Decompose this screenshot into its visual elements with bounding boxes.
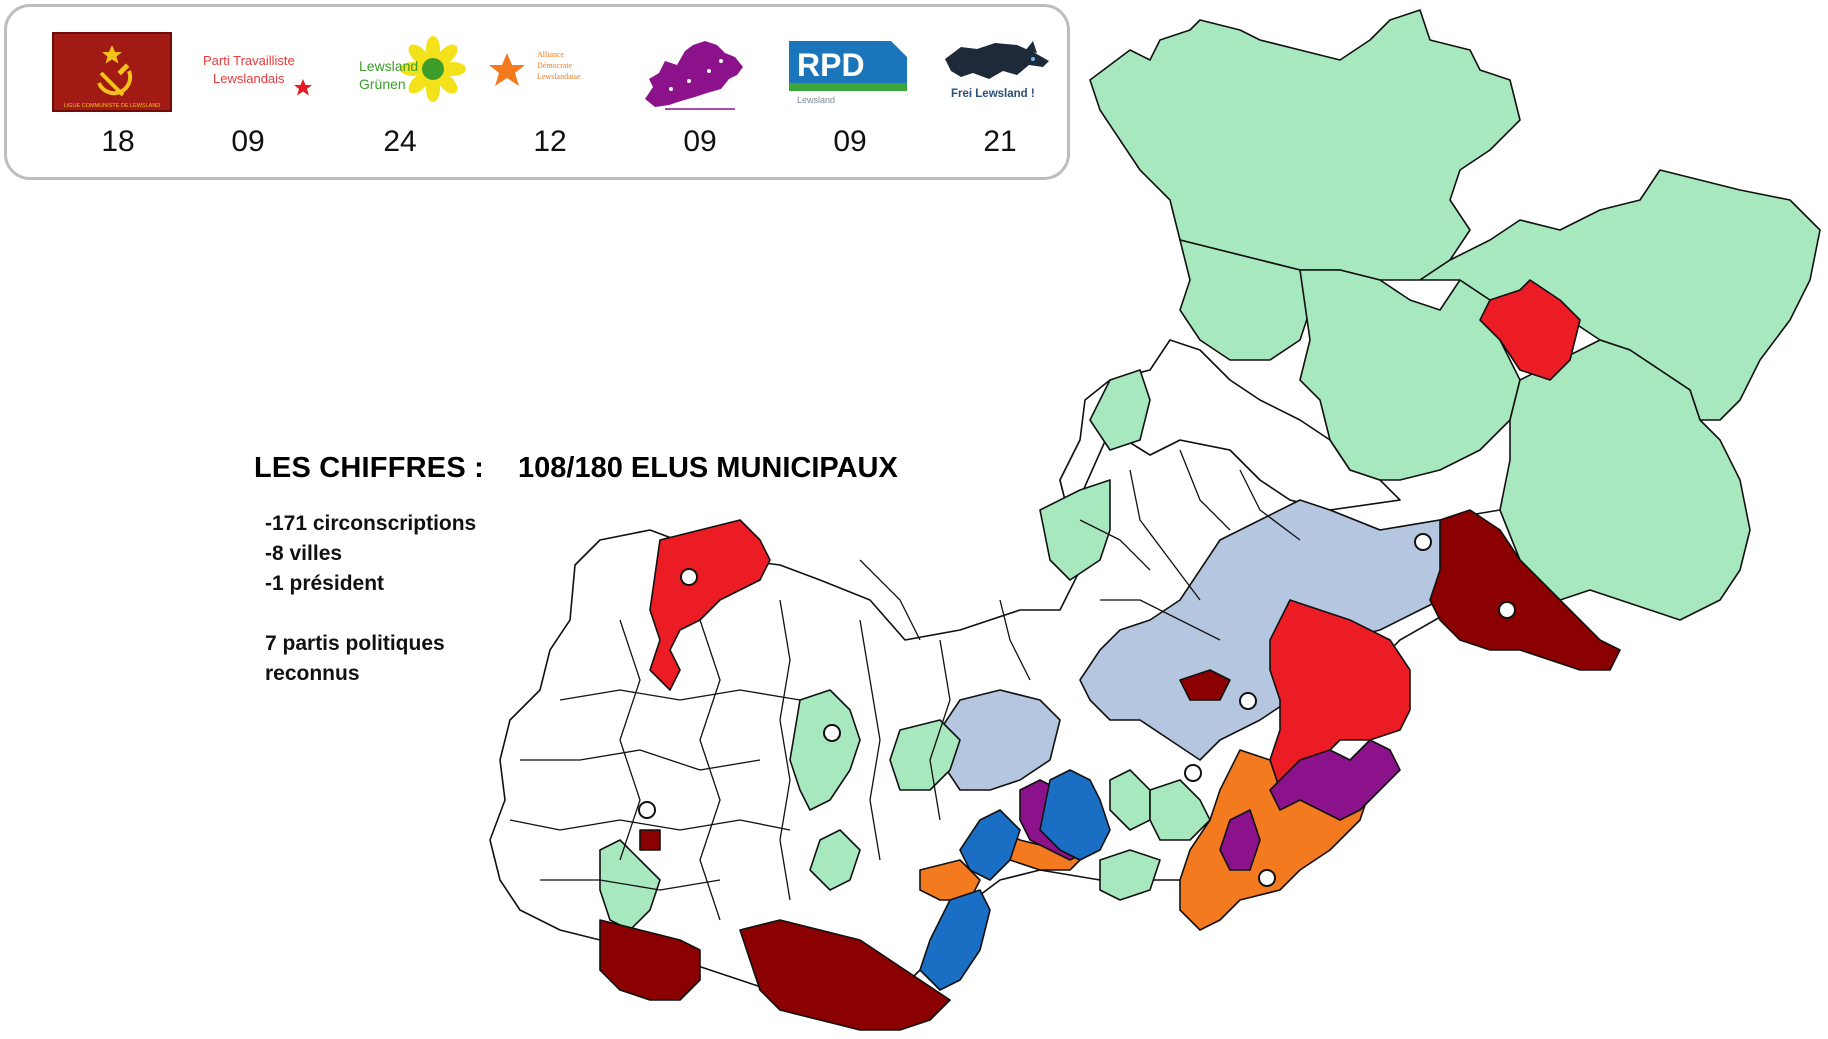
greens-logo-line1: Lewsland bbox=[359, 58, 418, 74]
constituency-greens bbox=[1039, 479, 1111, 581]
alliance-logo-line3: Lewslandaise bbox=[537, 72, 581, 81]
constituency-greens bbox=[1149, 779, 1211, 841]
city-marker bbox=[1414, 533, 1432, 551]
constituency-communist bbox=[739, 919, 951, 1031]
stat-circonscriptions: -171 circonscriptions bbox=[265, 512, 477, 535]
alliance-logo-line1: Alliance bbox=[537, 50, 565, 59]
constituency-border bbox=[1079, 519, 1151, 571]
constituency-border bbox=[520, 749, 761, 771]
svg-text:Parti Travailliste Lew: Parti Travailliste Lewslandais bbox=[203, 53, 298, 86]
party-communist: LIGUE COMMUNISTE DE LEWSLAND 18 bbox=[43, 27, 193, 177]
constituency-greens bbox=[809, 829, 861, 891]
seats-alliance: 12 bbox=[533, 125, 567, 158]
city-marker bbox=[638, 801, 656, 819]
stat-partis: 7 partis politiques bbox=[265, 632, 445, 655]
constituency-frei bbox=[959, 809, 1021, 881]
constituency-greens bbox=[1089, 369, 1151, 451]
seats-communist: 18 bbox=[101, 125, 135, 158]
labour-logo-line1: Parti Travailliste bbox=[203, 53, 295, 68]
seats-frei: 21 bbox=[983, 125, 1017, 158]
stat-president: -1 président bbox=[265, 572, 385, 595]
city-marker bbox=[1258, 869, 1276, 887]
party-greens: Lewsland Grünen 24 bbox=[325, 27, 475, 177]
constituency-greens bbox=[1179, 239, 1311, 361]
stat-reconnus: reconnus bbox=[265, 662, 360, 685]
constituency-border bbox=[859, 619, 881, 861]
constituency-border bbox=[619, 619, 641, 861]
constituency-greens bbox=[1099, 849, 1161, 901]
party-legend: LIGUE COMMUNISTE DE LEWSLAND 18 Parti Tr… bbox=[4, 4, 1070, 180]
party-alliance: Alliance Démocrate Lewslandaise 12 bbox=[475, 27, 625, 177]
orange-star-icon: Alliance Démocrate Lewslandaise bbox=[489, 50, 581, 86]
constituency-communist bbox=[599, 919, 701, 1001]
wolf-icon: Frei Lewsland ! bbox=[945, 41, 1049, 100]
constituency-frei bbox=[919, 889, 991, 991]
party-frei: Frei Lewsland ! 21 bbox=[925, 27, 1075, 177]
labour-logo-line2: Lewslandais bbox=[213, 71, 285, 86]
constituency-purple bbox=[1219, 809, 1261, 871]
city-marker bbox=[1239, 692, 1257, 710]
city-marker bbox=[1184, 764, 1202, 782]
constituency-greens bbox=[1499, 339, 1751, 621]
constituency-border bbox=[699, 619, 721, 921]
rpd-logo-subtext: Lewsland bbox=[797, 95, 835, 105]
stats-title: LES CHIFFRES : bbox=[254, 452, 484, 484]
svg-text:Lewsland Grünen: Lewsland Grünen bbox=[359, 58, 422, 92]
seats-greens: 24 bbox=[383, 125, 417, 158]
stats-elus: 108/180 ELUS MUNICIPAUX bbox=[518, 452, 898, 484]
constituency-alliance bbox=[999, 829, 1081, 871]
constituency-frei bbox=[1039, 769, 1111, 861]
greens-logo-line2: Grünen bbox=[359, 76, 406, 92]
constituency-border bbox=[1179, 449, 1231, 531]
hammer-sickle-icon: LIGUE COMMUNISTE DE LEWSLAND bbox=[52, 32, 172, 112]
rpd-flag-icon: RPD Lewsland bbox=[789, 41, 907, 105]
party-labour: Parti Travailliste Lewslandais 09 bbox=[173, 27, 323, 177]
constituency-purple bbox=[1269, 739, 1401, 821]
rpd-logo-text: RPD bbox=[797, 47, 865, 83]
constituency-border bbox=[1239, 469, 1301, 541]
constituency-border bbox=[779, 599, 791, 901]
seats-purple: 09 bbox=[683, 125, 717, 158]
constituency-greens bbox=[1299, 269, 1521, 481]
constituency-greens bbox=[789, 689, 861, 811]
city-marker bbox=[1498, 601, 1516, 619]
constituency-border bbox=[1100, 599, 1221, 641]
city-marker bbox=[823, 724, 841, 742]
party-rpd: RPD Lewsland 09 bbox=[775, 27, 925, 177]
constituency-greens bbox=[1089, 9, 1521, 281]
frei-logo-text: Frei Lewsland ! bbox=[951, 88, 1035, 100]
constituency-border bbox=[540, 879, 721, 891]
constituency-communist bbox=[1429, 509, 1621, 671]
constituency-border bbox=[929, 639, 951, 821]
constituency-greens bbox=[889, 719, 961, 791]
constituency-labour bbox=[1479, 279, 1581, 381]
sunflower-icon: Lewsland Grünen bbox=[359, 36, 466, 102]
stat-villes: -8 villes bbox=[265, 542, 343, 565]
constituency-border bbox=[1129, 469, 1201, 601]
constituency-border bbox=[559, 689, 801, 701]
constituency-border bbox=[509, 819, 791, 831]
svg-text:Alliance Démocrate: Alliance Démocrate Lewslandaise bbox=[537, 50, 581, 81]
constituency-communist bbox=[1179, 669, 1231, 701]
red-star-icon: Parti Travailliste Lewslandais bbox=[203, 53, 312, 96]
seats-labour: 09 bbox=[231, 125, 265, 158]
communist-logo-text: LIGUE COMMUNISTE DE LEWSLAND bbox=[64, 103, 161, 109]
city-marker bbox=[680, 568, 698, 586]
purple-map-icon bbox=[645, 41, 743, 110]
party-purple: 09 bbox=[625, 27, 775, 177]
constituency-border bbox=[859, 559, 921, 641]
alliance-logo-line2: Démocrate bbox=[537, 61, 573, 70]
constituency-communist bbox=[639, 829, 661, 851]
seats-rpd: 09 bbox=[833, 125, 867, 158]
constituency-border bbox=[999, 599, 1031, 681]
